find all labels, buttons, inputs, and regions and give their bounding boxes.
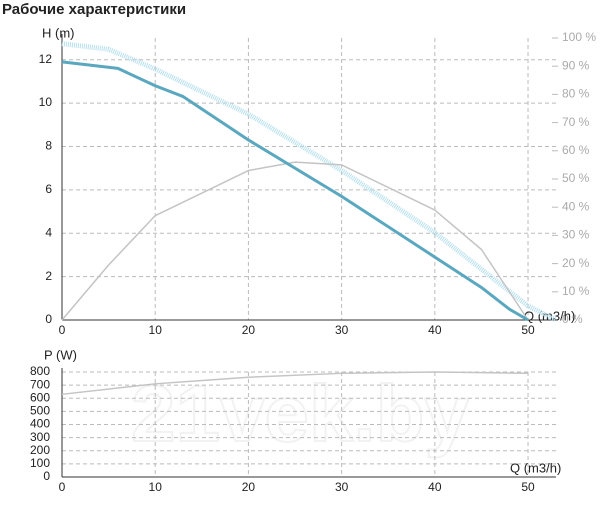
y-axis-label: H (m) <box>42 25 75 40</box>
x-tick-label: 20 <box>242 323 256 337</box>
y2-tick-label: 80 % <box>562 87 590 101</box>
y-tick-label: 0 <box>45 312 52 326</box>
y2-tick-label: 30 % <box>562 228 590 242</box>
series-line <box>61 41 558 323</box>
y2-tick-label: 10 % <box>562 284 590 298</box>
y2-tick-label: 50 % <box>562 171 590 185</box>
x-tick-label: 20 <box>242 480 256 494</box>
y-tick-label: 200 <box>30 443 50 457</box>
series-line <box>61 161 529 321</box>
y-tick-label: 2 <box>45 269 52 283</box>
x-tick-label: 30 <box>335 323 349 337</box>
y-tick-label: 8 <box>45 139 52 153</box>
y-axis-label: P (W) <box>44 347 77 362</box>
x-tick-label: 50 <box>521 323 535 337</box>
series-line <box>61 60 529 322</box>
y-tick-label: 10 <box>39 95 53 109</box>
x-tick-label: 0 <box>59 323 66 337</box>
x-tick-label: 50 <box>521 480 535 494</box>
y-tick-label: 800 <box>30 364 50 378</box>
y-tick-label: 6 <box>45 182 52 196</box>
x-tick-label: 0 <box>59 480 66 494</box>
series-line <box>61 371 529 396</box>
y-tick-label: 300 <box>30 430 50 444</box>
y-tick-label: 0 <box>43 469 50 483</box>
x-tick-label: 30 <box>335 480 349 494</box>
y2-tick-label: 70 % <box>562 115 590 129</box>
y-tick-label: 4 <box>45 225 52 239</box>
y-tick-label: 700 <box>30 377 50 391</box>
y2-tick-label: 90 % <box>562 58 590 72</box>
y-tick-label: 12 <box>39 52 53 66</box>
x-tick-label: 10 <box>149 480 163 494</box>
y2-tick-label: 60 % <box>562 143 590 157</box>
y-tick-label: 100 <box>30 456 50 470</box>
x-tick-label: 10 <box>149 323 163 337</box>
watermark: 21vek.by <box>131 369 470 458</box>
y2-tick-label: 20 % <box>562 256 590 270</box>
x-tick-label: 40 <box>428 480 442 494</box>
x-tick-label: 40 <box>428 323 442 337</box>
y-tick-label: 400 <box>30 417 50 431</box>
y2-tick-label: 0 % <box>562 312 583 326</box>
y2-tick-label: 100 % <box>562 30 596 44</box>
y-tick-label: 500 <box>30 404 50 418</box>
page-title: Рабочие характеристики <box>2 1 186 18</box>
y2-tick-label: 40 % <box>562 199 590 213</box>
y-tick-label: 600 <box>30 390 50 404</box>
x-axis-label: Q (m3/h) <box>510 460 561 475</box>
